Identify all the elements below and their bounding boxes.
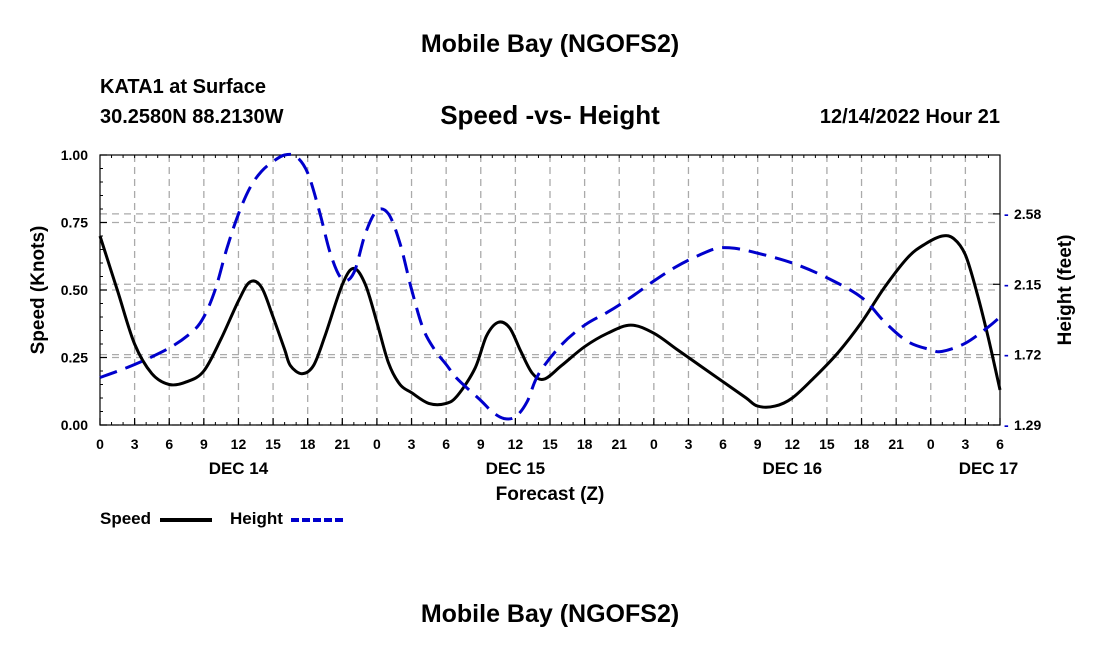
x-tick-label: 0 (96, 436, 104, 452)
x-day-label: DEC 17 (959, 459, 1019, 478)
x-tick-label: 9 (200, 436, 208, 452)
y-right-tick-label: 2.15 (1014, 276, 1041, 292)
y-left-tick-label: 0.00 (61, 417, 88, 433)
series-line-height (99, 152, 1001, 421)
y-left-tick-label: 0.25 (61, 350, 88, 366)
x-tick-label: 21 (335, 436, 351, 452)
x-tick-label: 6 (719, 436, 727, 452)
y-left-tick-label: 0.75 (61, 215, 88, 231)
forecast-datetime: 12/14/2022 Hour 21 (819, 106, 1000, 128)
y-left-tick-label: 0.50 (61, 282, 88, 298)
legend-height-swatch (291, 518, 343, 522)
y-right-tick-marker: - (1004, 347, 1009, 363)
x-tick-label: 6 (442, 436, 450, 452)
series-line-speed (98, 234, 1002, 409)
x-day-label: DEC 16 (763, 459, 823, 478)
y-right-tick-label: 1.72 (1014, 347, 1041, 363)
legend-speed-swatch (160, 518, 212, 522)
x-tick-label: 18 (300, 436, 316, 452)
axis-ticks: 0 3 6 9 12 15 18 21 0 3 6 9 12 15 18 21 0 3 6 9 12 15 18 21 0 3 6 D… (61, 147, 1042, 478)
y-right-tick-label: 2.58 (1014, 206, 1041, 222)
x-tick-label: 0 (373, 436, 381, 452)
x-tick-label: 12 (231, 436, 247, 452)
x-tick-label: 9 (754, 436, 762, 452)
x-tick-label: 0 (927, 436, 935, 452)
chart-title: Speed -vs- Height (440, 100, 660, 130)
y-left-tick-label: 1.00 (61, 147, 88, 163)
series (98, 152, 1002, 421)
x-tick-label: 15 (819, 436, 835, 452)
x-tick-label: 3 (961, 436, 969, 452)
y-right-tick-marker: - (1004, 206, 1009, 222)
x-tick-label: 6 (165, 436, 173, 452)
y-axis-label-right: Height (feet) (1055, 235, 1076, 346)
x-tick-label: 12 (508, 436, 524, 452)
x-day-label: DEC 14 (209, 459, 269, 478)
y-right-tick-marker: - (1004, 276, 1009, 292)
grid (100, 155, 1000, 426)
x-tick-label: 21 (611, 436, 627, 452)
legend-speed-label: Speed (100, 509, 152, 528)
x-tick-label: 15 (265, 436, 281, 452)
x-tick-label: 18 (577, 436, 593, 452)
x-tick-label: 12 (785, 436, 801, 452)
station-name: KATA1 at Surface (100, 76, 266, 98)
page-title: Mobile Bay (NGOFS2) (420, 30, 680, 58)
x-day-label: DEC 15 (486, 459, 546, 478)
next-page-title: Mobile Bay (NGOFS2) (420, 600, 680, 628)
x-tick-label: 3 (685, 436, 693, 452)
x-axis-label: Forecast (Z) (496, 484, 605, 505)
x-tick-label: 15 (542, 436, 558, 452)
x-tick-label: 3 (131, 436, 139, 452)
y-right-tick-label: 1.29 (1014, 417, 1041, 433)
chart-plot: 0 3 6 9 12 15 18 21 0 3 6 9 12 15 18 21 0 3 6 9 12 15 18 21 0 3 6 D… (28, 147, 1076, 505)
legend-height-label: Height (230, 509, 283, 528)
station-coordinates: 30.2580N 88.2130W (100, 106, 284, 128)
x-tick-label: 9 (477, 436, 485, 452)
x-tick-label: 0 (650, 436, 658, 452)
x-tick-label: 18 (854, 436, 870, 452)
y-right-tick-marker: - (1004, 417, 1009, 433)
y-axis-label-left: Speed (Knots) (28, 226, 49, 355)
x-tick-label: 3 (408, 436, 416, 452)
x-tick-label: 6 (996, 436, 1004, 452)
x-tick-label: 21 (888, 436, 904, 452)
